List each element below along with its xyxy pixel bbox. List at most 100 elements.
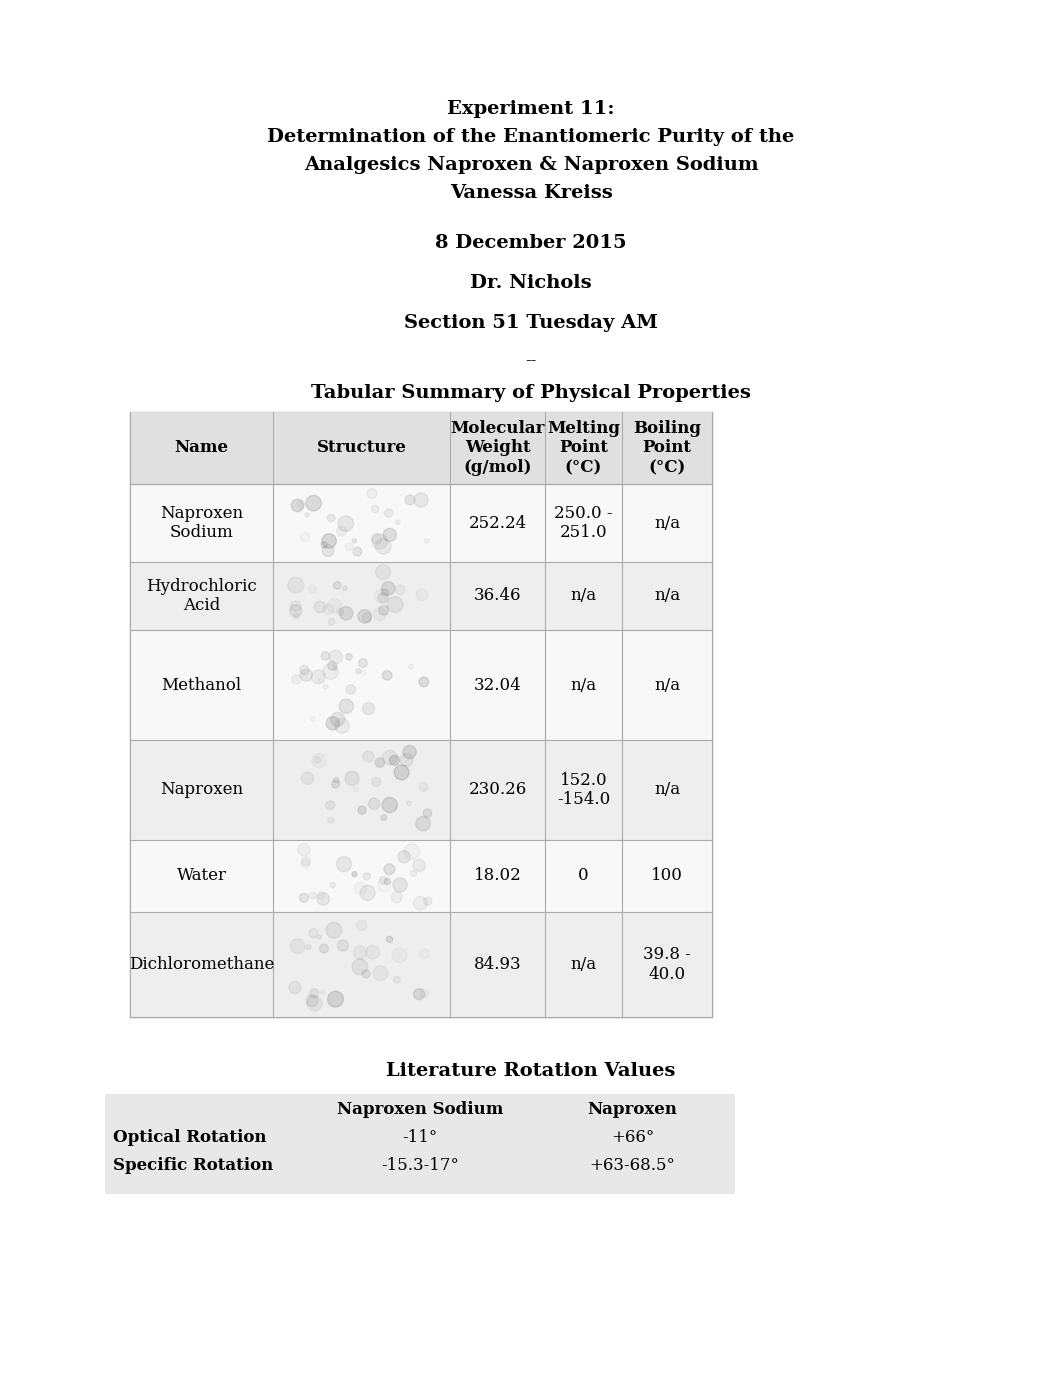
Text: Vanessa Kreiss: Vanessa Kreiss xyxy=(449,185,613,202)
Circle shape xyxy=(358,806,366,814)
Circle shape xyxy=(372,534,388,549)
Circle shape xyxy=(326,923,342,938)
Circle shape xyxy=(328,661,337,671)
Text: Boiling
Point
(°C): Boiling Point (°C) xyxy=(633,420,701,476)
Circle shape xyxy=(356,669,361,673)
Circle shape xyxy=(419,989,428,997)
Circle shape xyxy=(365,946,379,960)
Circle shape xyxy=(361,671,365,675)
Text: -11°: -11° xyxy=(402,1129,438,1146)
Text: +66°: +66° xyxy=(611,1129,654,1146)
Text: n/a: n/a xyxy=(654,515,680,532)
Text: 36.46: 36.46 xyxy=(474,588,521,605)
Circle shape xyxy=(343,587,347,591)
Text: n/a: n/a xyxy=(654,782,680,799)
Circle shape xyxy=(333,581,341,589)
Circle shape xyxy=(330,712,345,726)
Circle shape xyxy=(345,771,359,785)
Circle shape xyxy=(290,939,305,953)
Text: Naproxen: Naproxen xyxy=(160,782,243,799)
Text: 39.8 -
40.0: 39.8 - 40.0 xyxy=(644,946,691,983)
FancyBboxPatch shape xyxy=(130,739,712,840)
Circle shape xyxy=(357,920,366,931)
Circle shape xyxy=(393,879,407,892)
Text: 100: 100 xyxy=(651,868,683,884)
Text: Naproxen: Naproxen xyxy=(587,1100,678,1118)
Circle shape xyxy=(398,851,410,863)
FancyBboxPatch shape xyxy=(130,631,712,739)
Circle shape xyxy=(345,543,353,551)
Circle shape xyxy=(316,892,329,905)
Text: 0: 0 xyxy=(578,868,588,884)
Circle shape xyxy=(331,781,340,788)
Circle shape xyxy=(306,496,322,511)
Circle shape xyxy=(335,719,349,733)
Circle shape xyxy=(333,778,339,784)
Circle shape xyxy=(425,538,429,543)
Circle shape xyxy=(291,600,302,611)
Text: n/a: n/a xyxy=(570,676,597,694)
Circle shape xyxy=(299,894,308,902)
Circle shape xyxy=(375,757,384,767)
Circle shape xyxy=(352,872,357,877)
Circle shape xyxy=(328,991,343,1007)
Circle shape xyxy=(419,677,429,687)
Circle shape xyxy=(381,581,395,595)
Circle shape xyxy=(306,945,311,950)
Circle shape xyxy=(382,750,397,764)
Circle shape xyxy=(424,896,432,905)
Circle shape xyxy=(290,605,302,617)
Text: +63-68.5°: +63-68.5° xyxy=(589,1157,675,1175)
Circle shape xyxy=(372,534,381,544)
Text: Hydrochloric
Acid: Hydrochloric Acid xyxy=(147,578,257,614)
Text: Naproxen Sodium: Naproxen Sodium xyxy=(337,1100,503,1118)
Circle shape xyxy=(307,996,322,1011)
Circle shape xyxy=(337,609,343,616)
Text: Analgesics Naproxen & Naproxen Sodium: Analgesics Naproxen & Naproxen Sodium xyxy=(304,156,758,174)
Circle shape xyxy=(355,883,366,894)
Text: Optical Rotation: Optical Rotation xyxy=(113,1129,267,1146)
FancyBboxPatch shape xyxy=(130,483,712,562)
Circle shape xyxy=(353,786,358,792)
Text: Section 51 Tuesday AM: Section 51 Tuesday AM xyxy=(404,314,658,332)
Circle shape xyxy=(366,489,377,498)
Circle shape xyxy=(375,589,389,603)
Circle shape xyxy=(309,892,316,899)
Circle shape xyxy=(387,936,393,942)
Circle shape xyxy=(362,702,375,715)
Circle shape xyxy=(353,547,362,556)
Circle shape xyxy=(302,856,310,866)
Circle shape xyxy=(316,891,325,899)
Circle shape xyxy=(338,516,354,532)
Text: Melting
Point
(°C): Melting Point (°C) xyxy=(547,420,620,476)
Circle shape xyxy=(291,675,302,684)
Circle shape xyxy=(301,533,310,541)
Text: 152.0
-154.0: 152.0 -154.0 xyxy=(556,771,611,808)
Circle shape xyxy=(326,800,335,810)
Circle shape xyxy=(414,493,428,507)
Text: 230.26: 230.26 xyxy=(468,782,527,799)
Circle shape xyxy=(321,651,329,660)
Circle shape xyxy=(394,766,409,779)
Circle shape xyxy=(321,541,327,548)
Text: Structure: Structure xyxy=(316,439,407,457)
Circle shape xyxy=(314,602,326,613)
Text: Molecular
Weight
(g/mol): Molecular Weight (g/mol) xyxy=(450,420,545,476)
Text: Dichloromethane: Dichloromethane xyxy=(129,956,274,974)
Circle shape xyxy=(309,989,319,998)
Circle shape xyxy=(359,658,367,668)
Text: Dr. Nichols: Dr. Nichols xyxy=(470,274,592,292)
Circle shape xyxy=(372,778,380,786)
Circle shape xyxy=(424,808,432,818)
Text: n/a: n/a xyxy=(570,956,597,974)
Circle shape xyxy=(400,753,413,767)
Circle shape xyxy=(360,885,375,901)
Text: 250.0 -
251.0: 250.0 - 251.0 xyxy=(554,505,613,541)
Circle shape xyxy=(363,750,374,761)
FancyBboxPatch shape xyxy=(130,412,712,483)
Text: 18.02: 18.02 xyxy=(474,868,521,884)
Text: Naproxen
Sodium: Naproxen Sodium xyxy=(160,505,243,541)
Circle shape xyxy=(330,883,336,888)
Circle shape xyxy=(289,982,301,994)
Circle shape xyxy=(327,599,342,613)
